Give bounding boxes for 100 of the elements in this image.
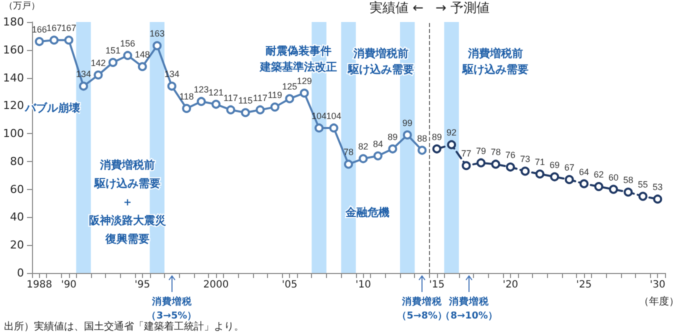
x-tick-label: '05 (282, 280, 298, 290)
data-label: 115 (238, 96, 253, 106)
data-label: 78 (343, 147, 354, 158)
data-label: 92 (446, 128, 457, 138)
point (594, 182, 604, 192)
data-label: 89 (388, 132, 398, 142)
x-axis-title: （年度） (639, 296, 674, 308)
x-tick-label: '30 (650, 280, 666, 290)
band-label: 金融危機 (344, 206, 390, 220)
point (506, 162, 515, 172)
data-label: 125 (282, 82, 298, 92)
point (638, 192, 648, 201)
point (152, 41, 162, 50)
point (373, 151, 382, 160)
y-tick-label: 20 (10, 238, 24, 252)
x-tick-label: '10 (355, 280, 371, 290)
data-label: 69 (550, 160, 560, 170)
data-label: 62 (594, 170, 604, 180)
point (167, 82, 176, 91)
y-tick-label: 60 (10, 182, 24, 196)
data-label: 148 (134, 50, 150, 60)
point (212, 100, 221, 109)
point (226, 105, 236, 114)
point (520, 166, 530, 176)
y-axis-title: （万戸） (4, 2, 40, 12)
x-tick-label: '15 (429, 280, 445, 290)
band-label: 耐震偽装事件建築基準法改正 (258, 44, 337, 74)
point (50, 36, 59, 45)
text: 出所）実績値は、国土交通省「建築着工統計」より。 (4, 320, 244, 332)
data-label: 58 (623, 175, 634, 186)
x-tick-label: '95 (134, 280, 150, 290)
y-tick-label: 100 (2, 127, 24, 140)
y-tick-label: 120 (2, 99, 24, 112)
point (256, 105, 265, 114)
data-label: 78 (490, 147, 501, 158)
text: 消費増税（3→5%） (146, 296, 198, 322)
point (418, 146, 427, 155)
point (402, 130, 412, 140)
data-label: 142 (90, 58, 106, 68)
point (285, 94, 294, 104)
point (432, 144, 442, 154)
data-label: 151 (105, 45, 120, 56)
point (535, 169, 544, 178)
band-label: バブル崩壊 (24, 102, 80, 115)
x-tick-label: 2000 (203, 280, 229, 290)
y-tick-label: 140 (2, 71, 24, 84)
text: → 予測値 (435, 1, 490, 16)
data-label: 73 (520, 154, 530, 164)
data-label: 88 (417, 133, 428, 144)
point (462, 161, 471, 170)
data-label: 156 (120, 38, 136, 48)
data-label: 53 (652, 182, 663, 192)
point (314, 123, 324, 132)
x-tick-label: 1988 (26, 280, 52, 290)
point (608, 184, 618, 194)
point (358, 154, 368, 164)
point (138, 62, 147, 72)
x-tick-label: '25 (576, 280, 592, 290)
data-label: 123 (194, 84, 209, 94)
data-label: 134 (76, 69, 92, 80)
band-label: 消費増税前駆け込み需要＋阪神淡路大震災復興需要 (89, 158, 166, 246)
data-label: 104 (326, 110, 342, 121)
point (329, 123, 338, 132)
data-label: 129 (296, 76, 312, 86)
point (94, 70, 103, 80)
point (300, 88, 309, 98)
y-tick-label: 40 (10, 210, 24, 224)
point (344, 160, 353, 169)
point (388, 144, 398, 154)
data-label: 117 (252, 92, 268, 103)
data-label: 79 (476, 146, 486, 156)
point (653, 194, 662, 204)
data-label: 82 (358, 142, 368, 152)
y-tick-label: 0 (16, 266, 24, 280)
point (270, 102, 280, 112)
point (564, 175, 574, 184)
point (182, 104, 192, 113)
data-label: 89 (432, 132, 442, 142)
point (64, 36, 74, 45)
data-label: 84 (372, 138, 383, 149)
data-label: 76 (505, 150, 516, 160)
text: 実績値 ← (369, 0, 424, 16)
y-tick-label: 80 (10, 154, 24, 168)
data-label: 118 (179, 91, 194, 102)
data-label: 71 (534, 156, 545, 167)
point (108, 58, 118, 67)
band-label: 消費増税前駆け込み需要 (346, 47, 414, 76)
point (240, 108, 250, 118)
point (196, 96, 206, 106)
data-label: 99 (402, 118, 412, 128)
data-label: 60 (608, 172, 618, 182)
point (476, 158, 486, 168)
data-label: 55 (638, 179, 648, 190)
point (491, 160, 500, 169)
band-label: 消費増税前駆け込み需要 (462, 47, 529, 76)
point (624, 188, 633, 197)
point (79, 82, 88, 91)
data-label: 163 (150, 28, 165, 39)
x-tick-label: '90 (61, 280, 77, 290)
point (123, 50, 132, 60)
